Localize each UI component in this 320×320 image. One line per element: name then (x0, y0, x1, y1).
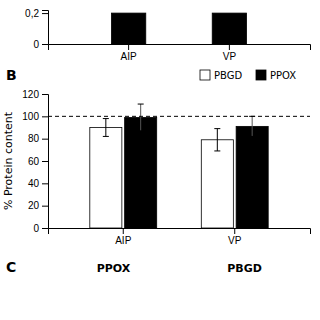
x-tick: VP (223, 44, 237, 62)
panel: 00,2AIPVP (25, 8, 310, 62)
y-axis: 00,2 (25, 8, 48, 50)
x-tick: AIP (115, 228, 131, 246)
y-tick: 60 (28, 156, 48, 167)
error-bar (103, 119, 109, 137)
y-tick-mark (42, 94, 48, 95)
error-bar (138, 104, 144, 131)
y-tick-mark (42, 13, 48, 14)
y-tick-mark (42, 161, 48, 162)
x-axis: AIP VP (49, 44, 311, 62)
legend-swatch (200, 70, 210, 80)
y-tick-label: 0 (33, 39, 39, 50)
x-tick-label: VP (228, 235, 242, 246)
axis-line (49, 229, 311, 235)
y-tick: 0 (33, 39, 48, 50)
error-bar (214, 129, 220, 151)
y-tick: 0,2 (25, 8, 48, 19)
panel: 0 20 40 60 80 100 120 AIP VP % Protein content B PB… (2, 67, 311, 246)
x-tick-label: AIP (115, 235, 131, 246)
y-tick: 120 (22, 89, 48, 100)
y-tick-label: 120 (22, 89, 39, 100)
y-tick-label: 0,2 (25, 8, 39, 19)
x-tick-mark (234, 228, 235, 234)
error-bar-cap (214, 150, 220, 151)
y-tick-mark (42, 228, 48, 229)
y-tick-label: 40 (28, 178, 40, 189)
bar (111, 13, 145, 44)
y-tick: 0 (33, 223, 48, 234)
legend-label: PBGD (214, 70, 242, 81)
chart-svg: 00,2AIPVP020406080100120AIPVP% Protein c… (0, 0, 320, 320)
y-tick-mark (42, 44, 48, 45)
x-tick: AIP (121, 44, 137, 62)
error-bar-cap (249, 136, 255, 137)
y-tick: 20 (28, 200, 48, 211)
error-bar-stem (252, 116, 253, 136)
annotation: PPOX (97, 262, 131, 275)
plot-area (111, 13, 246, 44)
axis-line (42, 11, 49, 45)
error-bar-cap (103, 118, 109, 119)
error-bar (249, 116, 255, 136)
error-bar-stem (105, 119, 106, 137)
y-tick-label: 80 (28, 133, 40, 144)
legend-item: PBGD (200, 70, 242, 81)
y-tick-mark (42, 183, 48, 184)
error-bar-stem (140, 104, 141, 131)
bar (201, 140, 233, 228)
x-tick-label: AIP (121, 51, 137, 62)
y-tick: 40 (28, 178, 48, 189)
legend-label: PPOX (270, 70, 296, 81)
annotation: PBGD (227, 262, 262, 275)
plot-area (48, 104, 310, 228)
bar (212, 13, 246, 44)
x-tick: VP (228, 228, 242, 246)
y-tick-label: 100 (22, 111, 39, 122)
legend: PBGD PPOX (200, 70, 296, 81)
legend-item: PPOX (256, 70, 296, 81)
axis-line (42, 95, 49, 229)
panel-label: B (6, 67, 17, 83)
error-bar-cap (138, 104, 144, 105)
error-bar-stem (217, 129, 218, 151)
panel-label: C (6, 259, 16, 275)
y-axis-label: % Protein content (2, 111, 15, 210)
panel: C PPOX PBGD (6, 259, 262, 275)
y-tick-mark (42, 206, 48, 207)
x-axis: AIP VP (49, 228, 311, 246)
y-tick-label: 20 (28, 200, 40, 211)
x-tick-label: VP (223, 51, 237, 62)
y-tick-label: 0 (33, 223, 39, 234)
error-bar-cap (214, 128, 220, 129)
x-tick-mark (229, 44, 230, 50)
y-axis: 0 20 40 60 80 100 120 (22, 89, 48, 234)
reference-line (48, 116, 310, 117)
axis-line (49, 45, 311, 51)
y-tick: 100 (22, 111, 48, 122)
error-bar-cap (103, 136, 109, 137)
x-tick-mark (128, 44, 129, 50)
y-tick-label: 60 (28, 156, 40, 167)
legend-swatch (256, 70, 266, 80)
bar (236, 126, 268, 228)
error-bar-cap (138, 130, 144, 131)
y-tick-mark (42, 139, 48, 140)
y-tick-mark (42, 116, 48, 117)
x-tick-mark (123, 228, 124, 234)
bar (125, 117, 157, 228)
y-tick: 80 (28, 133, 48, 144)
bar (90, 128, 122, 229)
